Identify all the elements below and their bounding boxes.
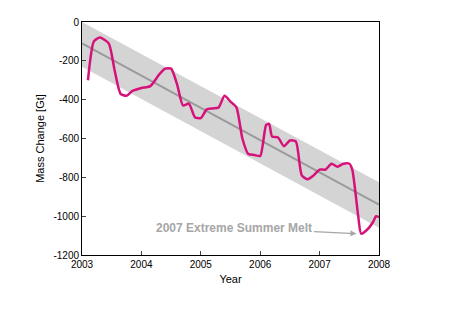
svg-text:-1000: -1000	[53, 211, 79, 222]
svg-text:2003: 2003	[71, 259, 94, 270]
svg-text:Year: Year	[219, 273, 242, 285]
svg-text:-200: -200	[59, 55, 79, 66]
svg-text:2007: 2007	[308, 259, 331, 270]
svg-text:Mass Change [Gt]: Mass Change [Gt]	[34, 94, 46, 183]
svg-text:-400: -400	[59, 94, 79, 105]
svg-text:-800: -800	[59, 172, 79, 183]
svg-text:2004: 2004	[130, 259, 153, 270]
svg-text:2006: 2006	[249, 259, 272, 270]
svg-text:0: 0	[73, 17, 79, 28]
svg-text:2007 Extreme Summer Melt: 2007 Extreme Summer Melt	[156, 221, 312, 235]
svg-text:2008: 2008	[368, 259, 391, 270]
svg-text:-600: -600	[59, 133, 79, 144]
svg-text:2005: 2005	[190, 259, 213, 270]
svg-text:-1200: -1200	[53, 250, 79, 261]
